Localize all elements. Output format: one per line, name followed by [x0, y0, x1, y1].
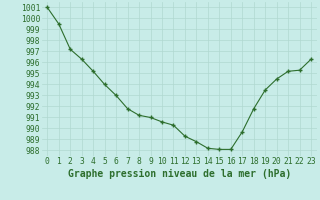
X-axis label: Graphe pression niveau de la mer (hPa): Graphe pression niveau de la mer (hPa): [68, 169, 291, 179]
